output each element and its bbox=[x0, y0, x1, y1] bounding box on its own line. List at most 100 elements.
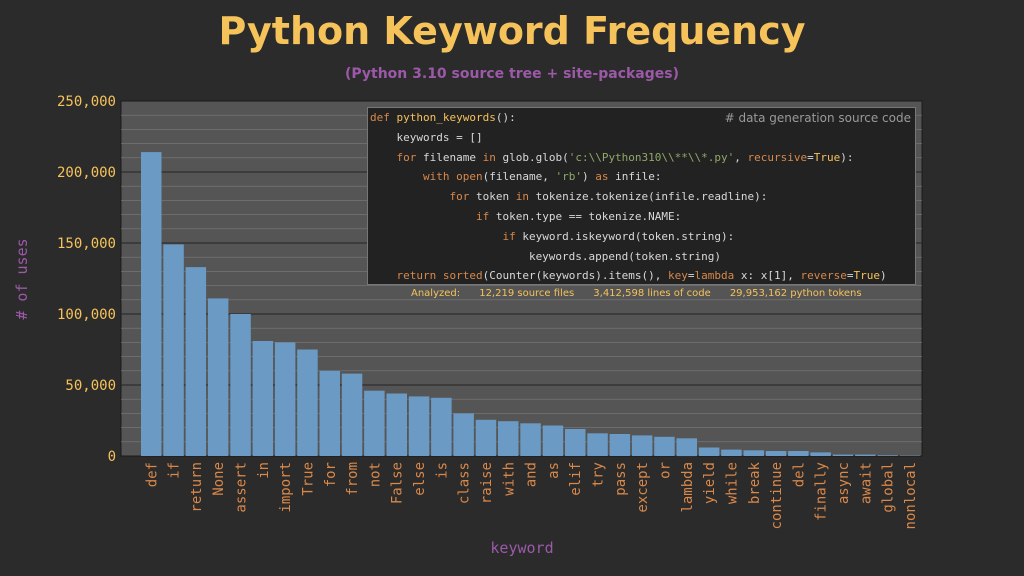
x-tick-label: for bbox=[323, 462, 339, 487]
bar-await bbox=[855, 454, 876, 456]
bar-assert bbox=[230, 314, 251, 456]
stats-line: Analyzed: 12,219 source files 3,412,598 … bbox=[411, 288, 862, 299]
x-tick-label: pass bbox=[613, 462, 629, 496]
x-tick-label: in bbox=[256, 462, 272, 479]
bar-else bbox=[408, 396, 430, 456]
x-tick-label: lambda bbox=[680, 462, 696, 513]
code-token: (): bbox=[495, 111, 516, 124]
x-tick-label: global bbox=[881, 462, 897, 513]
code-comment: # data generation source code bbox=[724, 111, 911, 125]
x-tick-label: elif bbox=[568, 462, 584, 496]
x-tick-label: def bbox=[144, 462, 160, 487]
bar-not bbox=[364, 390, 385, 456]
bar-try bbox=[587, 433, 608, 456]
code-token: (filename, bbox=[482, 170, 556, 184]
code-token: open bbox=[456, 170, 483, 184]
bar-yield bbox=[698, 447, 720, 456]
code-token: return bbox=[370, 269, 443, 283]
code-line: for filename in glob.glob('c:\\Python310… bbox=[370, 150, 853, 165]
bar-False bbox=[386, 393, 407, 456]
code-token: infile: bbox=[615, 170, 662, 184]
bar-while bbox=[721, 449, 742, 456]
bar-as bbox=[542, 425, 564, 456]
stats-files: 12,219 source files bbox=[479, 288, 575, 299]
code-token: True bbox=[813, 150, 841, 164]
y-tick-label: 100,000 bbox=[57, 307, 116, 323]
bar-for bbox=[319, 370, 340, 456]
bar-return bbox=[185, 267, 207, 456]
stats-label: Analyzed: bbox=[411, 288, 461, 299]
code-line: if keyword.iskeyword(token.string): bbox=[370, 230, 734, 244]
bar-True bbox=[297, 349, 318, 456]
bar-pass bbox=[609, 434, 631, 456]
code-line: def python_keywords(): bbox=[370, 111, 516, 125]
chart-title: Python Keyword Frequency bbox=[218, 9, 805, 53]
code-token: x: x[1], bbox=[740, 269, 801, 283]
y-tick-label: 0 bbox=[108, 449, 116, 465]
x-tick-label: import bbox=[278, 462, 294, 513]
code-token: ) bbox=[880, 269, 887, 283]
bar-with bbox=[498, 421, 519, 456]
x-tick-label: finally bbox=[814, 462, 830, 521]
bar-def bbox=[141, 152, 162, 456]
bar-in bbox=[252, 341, 274, 456]
x-tick-label: yield bbox=[702, 462, 718, 504]
chart-subtitle: (Python 3.10 source tree + site-packages… bbox=[345, 66, 679, 82]
x-tick-label: del bbox=[791, 462, 807, 487]
code-token: if bbox=[370, 229, 523, 243]
code-token: recursive bbox=[747, 150, 808, 164]
code-token: reverse bbox=[800, 269, 847, 283]
y-tick-label: 50,000 bbox=[65, 378, 116, 394]
bar-continue bbox=[765, 451, 787, 456]
code-token: lambda bbox=[694, 269, 741, 283]
x-tick-label: continue bbox=[769, 462, 785, 529]
code-token: tokenize.tokenize(infile.readline): bbox=[535, 190, 768, 204]
code-token: for bbox=[370, 150, 423, 164]
code-token: as bbox=[595, 170, 616, 184]
x-tick-label: raise bbox=[479, 462, 495, 504]
x-tick-label: class bbox=[457, 462, 473, 504]
bar-from bbox=[341, 373, 363, 456]
code-line: keywords = [] bbox=[370, 131, 482, 145]
bar-is bbox=[431, 397, 452, 456]
x-tick-label: try bbox=[591, 462, 607, 487]
x-axis-ticks: def if return None assert in import True for from… bbox=[144, 461, 919, 529]
x-tick-label: except bbox=[635, 462, 651, 513]
code-token: ) bbox=[581, 170, 596, 184]
code-line: if token.type == tokenize.NAME: bbox=[370, 210, 681, 224]
code-line: return sorted(Counter(keywords).items(),… bbox=[370, 269, 887, 283]
code-token: , bbox=[734, 150, 748, 164]
x-tick-label: with bbox=[501, 462, 517, 496]
bar-finally bbox=[810, 452, 831, 456]
x-tick-label: await bbox=[858, 462, 874, 504]
code-token: in bbox=[515, 190, 536, 204]
x-tick-label: async bbox=[836, 462, 852, 504]
bar-lambda bbox=[676, 438, 697, 457]
code-line: with open(filename, 'rb') as infile: bbox=[370, 170, 661, 184]
x-tick-label: while bbox=[724, 462, 740, 504]
x-tick-label: nonlocal bbox=[903, 462, 919, 529]
code-token: (Counter(keywords).items(), bbox=[482, 269, 669, 283]
x-tick-label: return bbox=[189, 462, 205, 513]
bar-del bbox=[788, 451, 809, 456]
code-token: True bbox=[853, 269, 881, 283]
x-tick-label: break bbox=[747, 461, 763, 504]
y-tick-label: 250,000 bbox=[57, 94, 116, 110]
stats-tokens: 29,953,162 python tokens bbox=[729, 288, 862, 299]
code-token: sorted bbox=[442, 269, 483, 283]
code-token: = bbox=[807, 150, 814, 164]
bar-async bbox=[832, 454, 854, 456]
y-axis-ticks: 0 50,000 100,000 150,000 200,000 250,000 bbox=[57, 94, 116, 465]
x-axis-label: keyword bbox=[490, 539, 553, 557]
x-tick-label: False bbox=[390, 462, 406, 504]
bar-if bbox=[163, 244, 184, 456]
y-tick-label: 200,000 bbox=[57, 165, 116, 181]
bar-and bbox=[520, 423, 541, 456]
code-token: filename bbox=[422, 150, 483, 164]
code-token: in bbox=[482, 150, 503, 164]
code-token: 'rb' bbox=[555, 170, 582, 184]
code-line: keywords.append(token.string) bbox=[370, 250, 721, 264]
bar-import bbox=[274, 342, 296, 456]
x-tick-label: assert bbox=[234, 462, 250, 513]
bar-break bbox=[743, 450, 764, 456]
